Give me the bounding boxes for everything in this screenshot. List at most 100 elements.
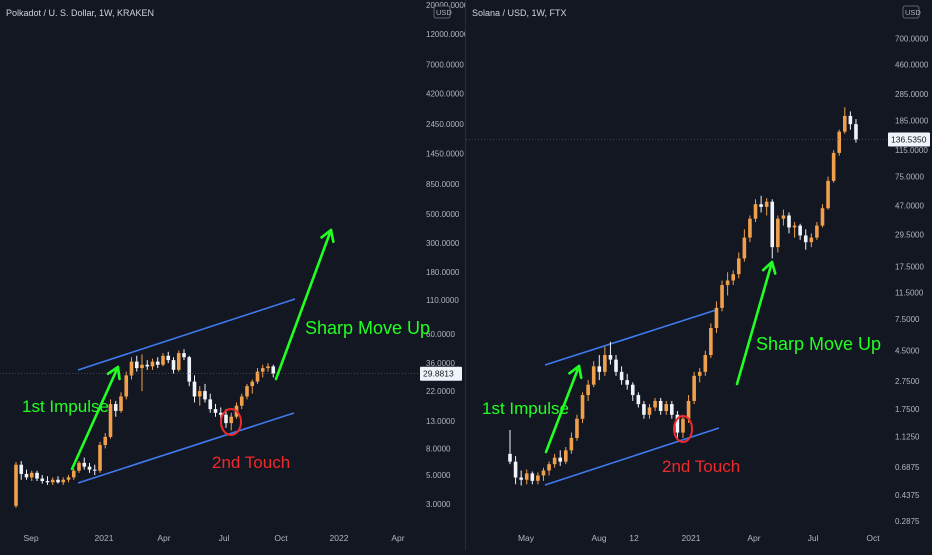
- time-tick-label: 2022: [330, 533, 349, 543]
- candle-body: [642, 404, 646, 415]
- sharp-move-up-label: Sharp Move Up: [305, 318, 430, 338]
- candle: [603, 346, 607, 376]
- candle-body: [820, 208, 825, 226]
- candle: [798, 223, 802, 240]
- time-tick-label: Oct: [866, 533, 880, 543]
- candle-body: [586, 384, 590, 396]
- candle-body: [636, 395, 641, 405]
- candle: [77, 461, 81, 473]
- candle: [113, 400, 118, 417]
- candle: [250, 379, 255, 394]
- time-tick-label: Apr: [747, 533, 760, 543]
- pane-divider[interactable]: [465, 0, 466, 550]
- last-price-tag: [888, 132, 930, 147]
- candle: [764, 198, 769, 216]
- solana-chart-title: Solana / USD, 1W, FTX: [472, 8, 567, 18]
- candle-body: [675, 414, 680, 433]
- candle: [40, 475, 45, 484]
- candle: [820, 204, 825, 228]
- candle: [580, 392, 585, 424]
- candle-body: [720, 285, 724, 308]
- time-axis: May Aug 12 2021 Apr Jul Oct: [518, 533, 880, 543]
- price-tick-label: 1.7500: [895, 405, 920, 414]
- candle-body: [213, 409, 218, 413]
- solana-chart-pane[interactable]: 700.0000 460.0000 285.0000 185.0000 115.0000…: [466, 0, 932, 550]
- candle: [530, 471, 535, 485]
- sharp-move-up-label: Sharp Move Up: [756, 334, 881, 354]
- price-tick-label: 36.0000: [426, 359, 455, 368]
- candle-body: [826, 180, 830, 209]
- candle: [547, 461, 551, 476]
- candle: [92, 464, 97, 476]
- last-price-tag: [420, 366, 462, 381]
- candle-body: [753, 204, 758, 219]
- candle: [714, 301, 719, 333]
- price-tick-label: 22.0000: [426, 387, 455, 396]
- impulse-arrow: [70, 365, 121, 471]
- price-tick-label: 2.7500: [895, 377, 920, 386]
- candle: [29, 470, 34, 482]
- candle-body: [692, 375, 696, 401]
- price-tick-label: 185.0000: [895, 117, 929, 126]
- price-tick-label: 0.2875: [895, 517, 920, 526]
- arrow-head: [568, 364, 583, 380]
- candle: [831, 150, 836, 183]
- candle: [670, 400, 674, 419]
- currency-badge: [902, 5, 920, 19]
- currency-badge-label: USD: [436, 8, 452, 17]
- candle-body: [664, 404, 669, 412]
- candle-body: [703, 355, 708, 372]
- candle-body: [569, 437, 574, 451]
- price-tick-label: 0.4375: [895, 491, 920, 500]
- candle: [664, 400, 669, 415]
- candle: [725, 272, 730, 296]
- candle-body: [686, 400, 691, 419]
- currency-badge: [433, 5, 451, 19]
- price-tick-label: 60.0000: [426, 330, 455, 339]
- candle-body: [197, 391, 202, 397]
- candle: [45, 476, 50, 485]
- candle-body: [171, 360, 176, 370]
- candle-body: [208, 399, 213, 410]
- polkadot-chart[interactable]: 20000.0000 12000.0000 7000.0000 4200.0000 24…: [0, 0, 469, 550]
- candle: [176, 350, 181, 372]
- candle: [203, 383, 207, 403]
- polkadot-chart-pane[interactable]: 20000.0000 12000.0000 7000.0000 4200.0000 24…: [0, 0, 469, 550]
- candle: [508, 430, 512, 465]
- candle: [260, 364, 265, 378]
- arrow-shaft: [544, 364, 581, 454]
- candle-body: [519, 477, 523, 480]
- candle-body: [182, 353, 186, 358]
- candle-body: [98, 444, 102, 471]
- candle: [809, 233, 814, 248]
- candle-body: [271, 366, 276, 374]
- candle: [103, 433, 108, 449]
- candle: [569, 432, 574, 454]
- candle: [630, 382, 635, 401]
- candle: [854, 119, 858, 143]
- candle-body: [530, 473, 535, 481]
- candle-body: [61, 479, 66, 483]
- candle-body: [92, 469, 97, 471]
- solana-chart[interactable]: 700.0000 460.0000 285.0000 185.0000 115.0000…: [466, 0, 932, 550]
- sharp-move-arrow: [274, 228, 335, 381]
- time-tick-label: Oct: [274, 533, 288, 543]
- price-tick-label: 285.0000: [895, 90, 929, 99]
- time-axis: Sep 2021 Apr Jul Oct 2022 Apr: [23, 533, 404, 543]
- arrow-shaft: [70, 365, 120, 471]
- candle: [792, 222, 797, 238]
- price-tick-label: 7.5000: [895, 315, 920, 324]
- candle-body: [113, 404, 118, 411]
- second-touch-circle: [220, 408, 242, 436]
- candle: [748, 215, 752, 243]
- candle: [653, 397, 657, 412]
- price-tick-label: 700.0000: [895, 34, 929, 43]
- candle: [35, 470, 39, 482]
- price-tick-label: 300.0000: [426, 239, 460, 248]
- candle-body: [591, 366, 596, 385]
- candle-body: [66, 477, 71, 480]
- candle: [558, 450, 563, 466]
- candle: [192, 375, 197, 403]
- candle: [140, 354, 144, 392]
- candle-body: [24, 473, 29, 478]
